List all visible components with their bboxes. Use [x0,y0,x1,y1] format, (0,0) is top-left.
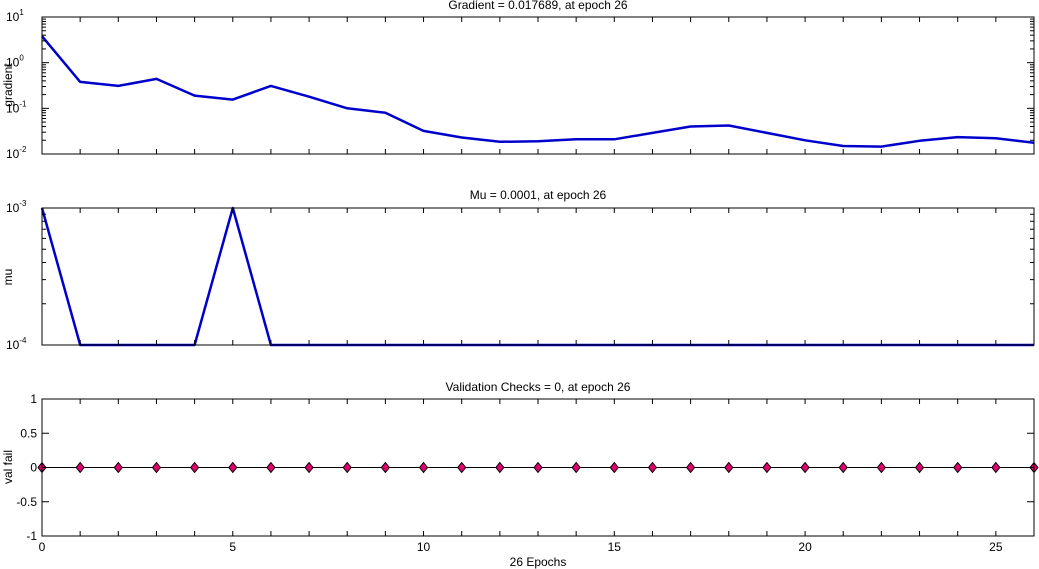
y-tick-label: 100 [6,54,24,70]
gradient-ylabel: gradient [1,63,15,107]
x-tick-label: 20 [798,540,812,554]
gradient-marks [41,35,1035,148]
data-point-diamond [609,461,619,474]
gradient-axes-box [41,16,1035,155]
epochs-xlabel: 26 Epochs [510,555,567,569]
y-tick-label: -0.5 [16,495,37,509]
y-tick-label: 101 [6,8,24,24]
val-fail-marks [37,461,1039,474]
x-tick-label: 10 [417,540,431,554]
mu-ylabel: mu [1,269,15,286]
val-fail-ylabel: val fail [1,450,15,484]
gradient-ticks: 10-2 10-1 100 101 [6,8,1035,161]
data-point-diamond [304,461,314,474]
data-point-diamond [75,461,85,474]
y-tick-label: 0.5 [20,426,37,440]
gradient-title: Gradient = 0.017689, at epoch 26 [448,0,627,12]
y-tick-label: 0 [30,461,37,475]
data-point-diamond [800,461,810,474]
data-point-diamond [953,461,963,474]
data-point-diamond [724,461,734,474]
x-tick-label: 0 [39,540,46,554]
mu-axes-box [41,207,1035,346]
data-point-diamond [495,461,505,474]
mu-marks [40,206,1034,347]
val-fail-ticks: -1-0.500.510 5 10 15 20 25 [16,392,1035,554]
data-point-diamond [647,461,658,474]
data-point-diamond [876,461,887,474]
mu-ticks: 10-4 10-3 [6,199,1035,352]
data-point-diamond [685,461,696,474]
data-point-diamond [533,461,543,474]
data-point-diamond [151,461,162,474]
y-tick-label: 1 [30,392,37,406]
x-tick-label: 15 [608,540,622,554]
gradient-panel: Gradient = 0.017689, at epoch 26 gradien… [1,0,1035,161]
val-fail-title: Validation Checks = 0, at epoch 26 [446,380,631,394]
y-tick-label: 10-3 [6,199,27,215]
data-point-diamond [991,461,1001,474]
y-tick-label: 10-2 [6,145,27,161]
data-point-diamond [457,461,467,474]
data-point-diamond [380,461,391,474]
data-point-diamond [571,461,581,474]
data-point-diamond [342,461,352,474]
val-fail-panel: Validation Checks = 0, at epoch 26 val f… [1,380,1039,569]
data-point-diamond [266,461,276,474]
y-tick-label: -1 [26,529,37,543]
mu-panel: Mu = 0.0001, at epoch 26 mu 10-4 10-3 [1,188,1035,352]
mu-title: Mu = 0.0001, at epoch 26 [470,188,607,202]
y-tick-label: 10-1 [6,99,27,115]
x-tick-label: 25 [989,540,1003,554]
y-tick-label: 10-4 [6,336,27,352]
data-point-diamond [228,461,238,474]
data-point-diamond [113,461,123,474]
data-point-diamond [762,461,772,474]
data-point-diamond [189,461,200,474]
x-tick-label: 5 [229,540,236,554]
data-point-diamond [914,461,925,474]
series-line [41,35,1035,148]
series-line [40,206,1034,347]
data-point-diamond [838,461,848,474]
data-point-diamond [418,461,429,474]
